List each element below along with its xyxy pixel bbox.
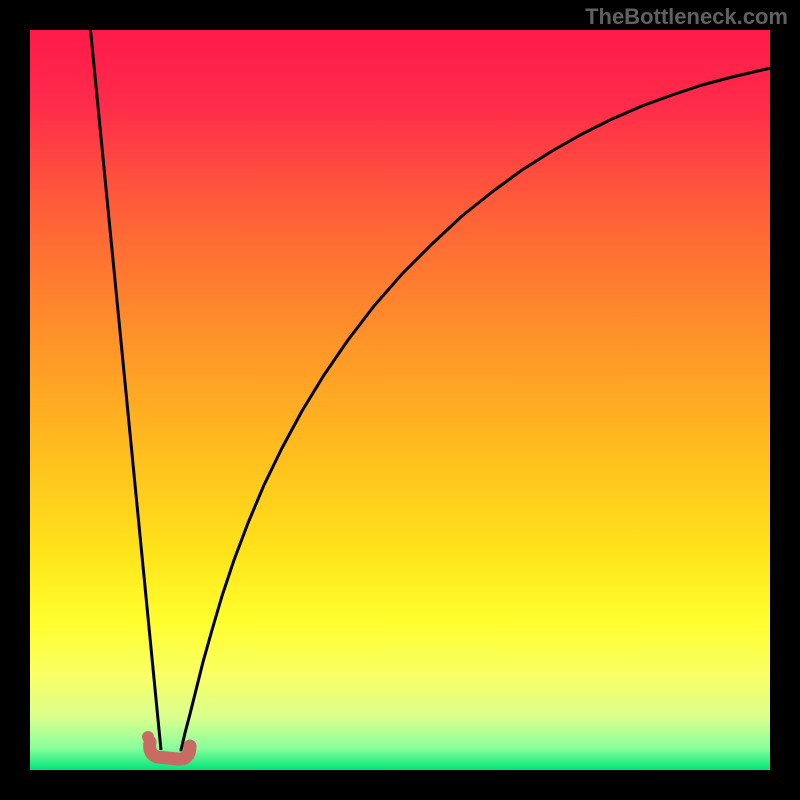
plot-area xyxy=(30,30,770,770)
trough-marker-icon xyxy=(142,731,154,743)
watermark-text: TheBottleneck.com xyxy=(585,4,788,30)
right-ascending-curve xyxy=(181,67,770,750)
chart-container: TheBottleneck.com xyxy=(0,0,800,800)
curve-layer xyxy=(30,30,770,770)
bottom-trough-arc xyxy=(150,742,190,759)
left-descending-line xyxy=(90,30,161,750)
